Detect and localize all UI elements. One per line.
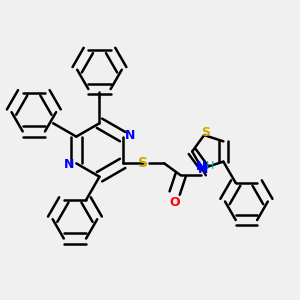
Text: N: N: [196, 160, 207, 173]
Text: S: S: [138, 156, 148, 170]
Text: O: O: [169, 196, 180, 209]
Text: S: S: [201, 126, 210, 139]
Text: N: N: [64, 158, 74, 171]
Text: H: H: [206, 161, 214, 171]
Text: N: N: [125, 129, 135, 142]
Text: N: N: [197, 163, 208, 176]
